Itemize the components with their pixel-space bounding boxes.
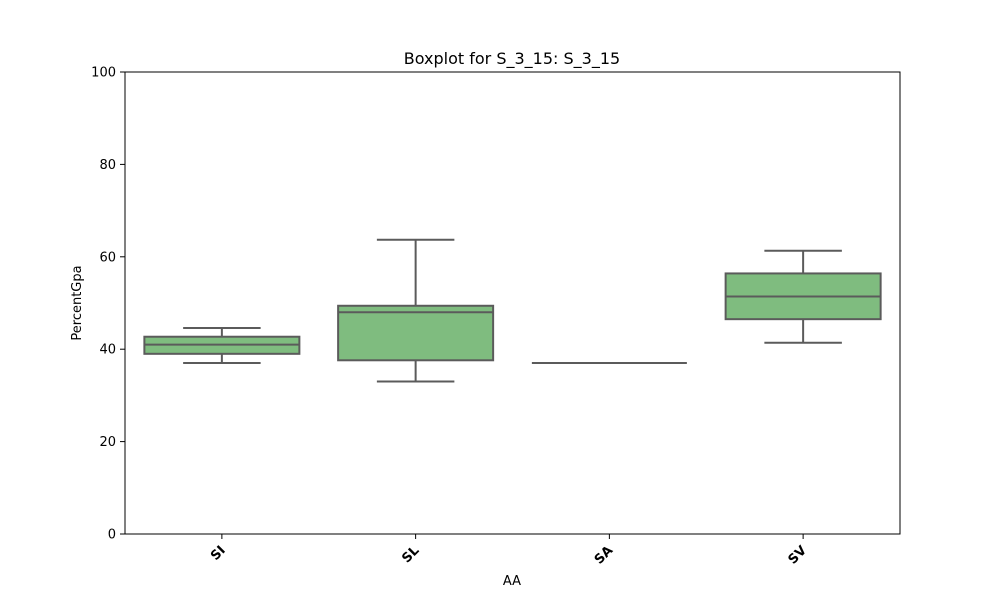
y-tick-label: 40 (99, 343, 116, 358)
y-tick-label: 60 (99, 250, 116, 265)
x-tick-label-sv: SV (786, 543, 810, 567)
x-axis-ticks: SI SL SA SV (208, 534, 810, 568)
x-tick-label-sa: SA (592, 543, 616, 567)
chart-title: Boxplot for S_3_15: S_3_15 (404, 49, 620, 69)
plot-frame (124, 71, 901, 535)
y-tick-label: 100 (91, 66, 116, 81)
y-tick-label: 0 (108, 528, 116, 543)
box-sv (724, 249, 882, 344)
x-tick-label-sl: SL (399, 543, 422, 566)
iqr-box (337, 304, 495, 362)
y-axis-ticks: 0 20 40 60 80 100 (91, 66, 125, 543)
box-si (143, 326, 301, 365)
plot-area (143, 238, 882, 383)
y-axis-label: PercentGpa (70, 265, 85, 340)
box-sl (337, 238, 495, 383)
x-axis-label: AA (503, 574, 521, 589)
y-tick-label: 80 (99, 158, 116, 173)
x-tick-label-si: SI (208, 543, 229, 564)
y-tick-label: 20 (99, 435, 116, 450)
